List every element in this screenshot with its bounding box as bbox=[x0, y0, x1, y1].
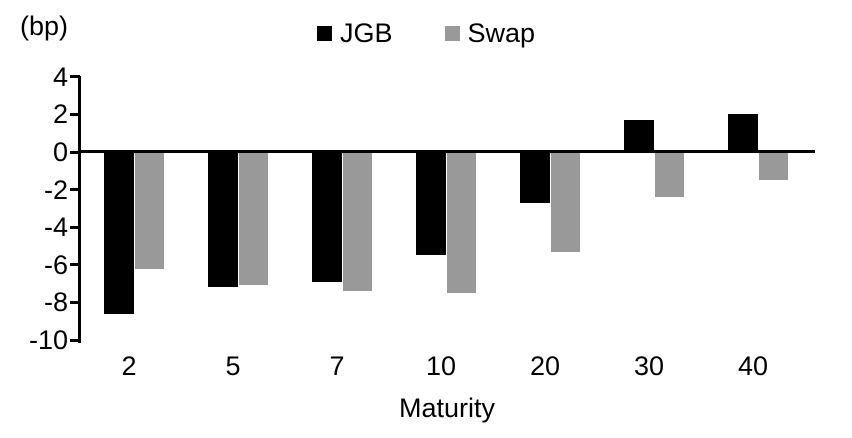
bar-jgb-20 bbox=[520, 152, 550, 203]
y-tick-label: -10 bbox=[28, 325, 68, 355]
x-axis-title: Maturity bbox=[398, 393, 496, 423]
y-tick-label: -8 bbox=[43, 287, 68, 318]
bar-swap-40 bbox=[759, 152, 788, 181]
bar-jgb-30 bbox=[624, 120, 654, 152]
legend-item-jgb: JGB bbox=[316, 18, 393, 49]
y-tick-label: -2 bbox=[43, 174, 68, 205]
y-axis-line bbox=[78, 76, 81, 343]
y-tick-mark bbox=[70, 263, 80, 267]
legend: JGB Swap bbox=[316, 18, 535, 49]
y-tick-label: 0 bbox=[52, 137, 68, 167]
y-tick-mark bbox=[70, 225, 80, 229]
legend-item-swap: Swap bbox=[444, 18, 535, 49]
x-category-label: 20 bbox=[529, 351, 561, 381]
y-tick-mark bbox=[70, 300, 80, 304]
x-category-label: 5 bbox=[225, 351, 241, 381]
y-tick-mark bbox=[70, 75, 80, 79]
x-category-label: 30 bbox=[633, 351, 665, 381]
bar-jgb-2 bbox=[104, 152, 134, 314]
bar-swap-7 bbox=[343, 152, 372, 292]
y-tick-label: -4 bbox=[43, 212, 68, 243]
bar-swap-10 bbox=[447, 152, 476, 293]
bar-swap-2 bbox=[135, 152, 164, 269]
y-tick-mark bbox=[70, 338, 80, 342]
y-tick-mark bbox=[70, 188, 80, 192]
x-category-label: 40 bbox=[737, 351, 769, 381]
bar-swap-5 bbox=[239, 152, 268, 286]
jgb-swatch-icon bbox=[316, 26, 332, 41]
bar-jgb-10 bbox=[416, 152, 446, 256]
y-axis-unit-label: (bp) bbox=[20, 11, 69, 41]
bar-swap-20 bbox=[551, 152, 580, 252]
y-tick-mark bbox=[70, 150, 80, 154]
swap-swatch-icon bbox=[444, 26, 460, 41]
bar-jgb-40 bbox=[728, 114, 758, 152]
y-tick-label: 4 bbox=[52, 61, 68, 92]
y-tick-label: -6 bbox=[43, 249, 68, 280]
y-tick-mark bbox=[70, 112, 80, 116]
x-category-label: 2 bbox=[121, 351, 137, 381]
legend-label-jgb: JGB bbox=[339, 18, 393, 48]
bar-jgb-7 bbox=[312, 152, 342, 282]
x-category-label: 7 bbox=[329, 351, 345, 381]
bar-swap-30 bbox=[655, 152, 684, 198]
x-category-label: 10 bbox=[425, 351, 457, 381]
legend-label-swap: Swap bbox=[467, 18, 536, 48]
x-axis-zero-line bbox=[78, 150, 815, 153]
bar-jgb-5 bbox=[208, 152, 238, 288]
y-tick-label: 2 bbox=[52, 99, 68, 130]
